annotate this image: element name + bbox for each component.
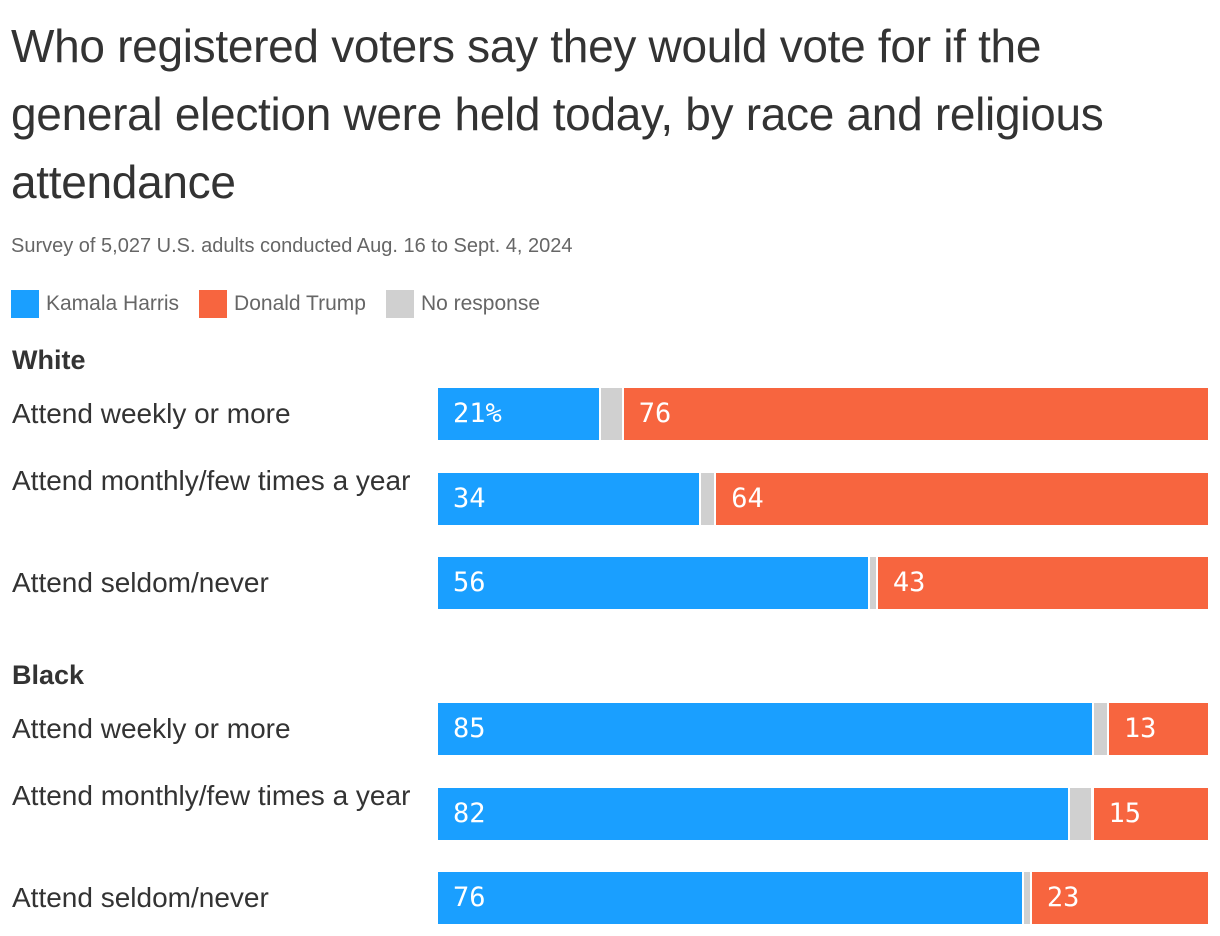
legend-label: No response <box>420 292 541 315</box>
bar-no-response <box>1024 872 1030 924</box>
bar-no-response <box>1070 788 1092 840</box>
bar-trump: 43 <box>877 557 1208 609</box>
bar-row: 85 13 <box>438 703 1208 755</box>
legend-label: Donald Trump <box>234 292 366 315</box>
legend-swatch-trump <box>199 290 228 318</box>
bar-trump: 76 <box>623 388 1208 440</box>
value-label-trump: 23 <box>1046 882 1080 913</box>
value-label-trump: 43 <box>892 567 926 598</box>
value-label-trump: 15 <box>1108 798 1142 829</box>
value-label-trump: 13 <box>1123 713 1157 744</box>
bar-trump: 13 <box>1108 703 1208 755</box>
bar-row: 34 64 <box>438 473 1208 525</box>
value-label-harris: 21% <box>453 398 502 429</box>
value-label-trump: 64 <box>731 483 764 514</box>
row-label: Attend weekly or more <box>12 398 291 429</box>
row-label: Attend weekly or more <box>12 713 291 744</box>
bar-row: 76 23 <box>438 872 1208 924</box>
row-label: Attend monthly/few times a year <box>12 780 411 811</box>
chart-title: Who registered voters say they would vot… <box>11 20 1104 208</box>
bar-harris: 82 <box>438 788 1069 840</box>
bar-row: 56 43 <box>438 557 1208 609</box>
legend-swatch-no-response <box>385 290 414 318</box>
value-label-harris: 82 <box>453 798 486 829</box>
bar-trump: 15 <box>1093 788 1208 840</box>
row-label: Attend seldom/never <box>12 567 269 598</box>
legend: Kamala Harris Donald Trump No response <box>11 290 540 318</box>
bar-harris: 21% <box>438 388 599 440</box>
row-label: Attend seldom/never <box>12 882 269 913</box>
value-label-harris: 85 <box>453 713 486 744</box>
bar-trump: 64 <box>716 473 1208 525</box>
chart-subtitle: Survey of 5,027 U.S. adults conducted Au… <box>11 235 573 257</box>
bar-harris: 85 <box>438 703 1092 755</box>
value-label-harris: 34 <box>453 483 486 514</box>
bar-trump: 23 <box>1031 872 1208 924</box>
bar-harris: 56 <box>438 557 869 609</box>
value-label-trump: 76 <box>638 398 672 429</box>
row-label: Attend monthly/few times a year <box>12 465 411 496</box>
bar-no-response <box>700 473 715 525</box>
legend-item-harris: Kamala Harris <box>11 290 179 318</box>
bar-no-response <box>870 557 876 609</box>
legend-swatch-harris <box>11 290 39 318</box>
value-label-harris: 56 <box>453 567 486 598</box>
bar-harris: 76 <box>438 872 1023 924</box>
bar-no-response <box>600 388 622 440</box>
group-label-white: White <box>12 345 86 375</box>
bar-row: 82 15 <box>438 788 1208 840</box>
group-label-black: Black <box>12 660 85 690</box>
bar-harris: 34 <box>438 473 699 525</box>
legend-item-no-response: No response <box>385 290 541 318</box>
bar-no-response <box>1093 703 1107 755</box>
bar-row: 21% 76 <box>438 388 1208 440</box>
legend-label: Kamala Harris <box>46 292 180 315</box>
legend-item-trump: Donald Trump <box>199 290 366 318</box>
value-label-harris: 76 <box>453 882 486 913</box>
